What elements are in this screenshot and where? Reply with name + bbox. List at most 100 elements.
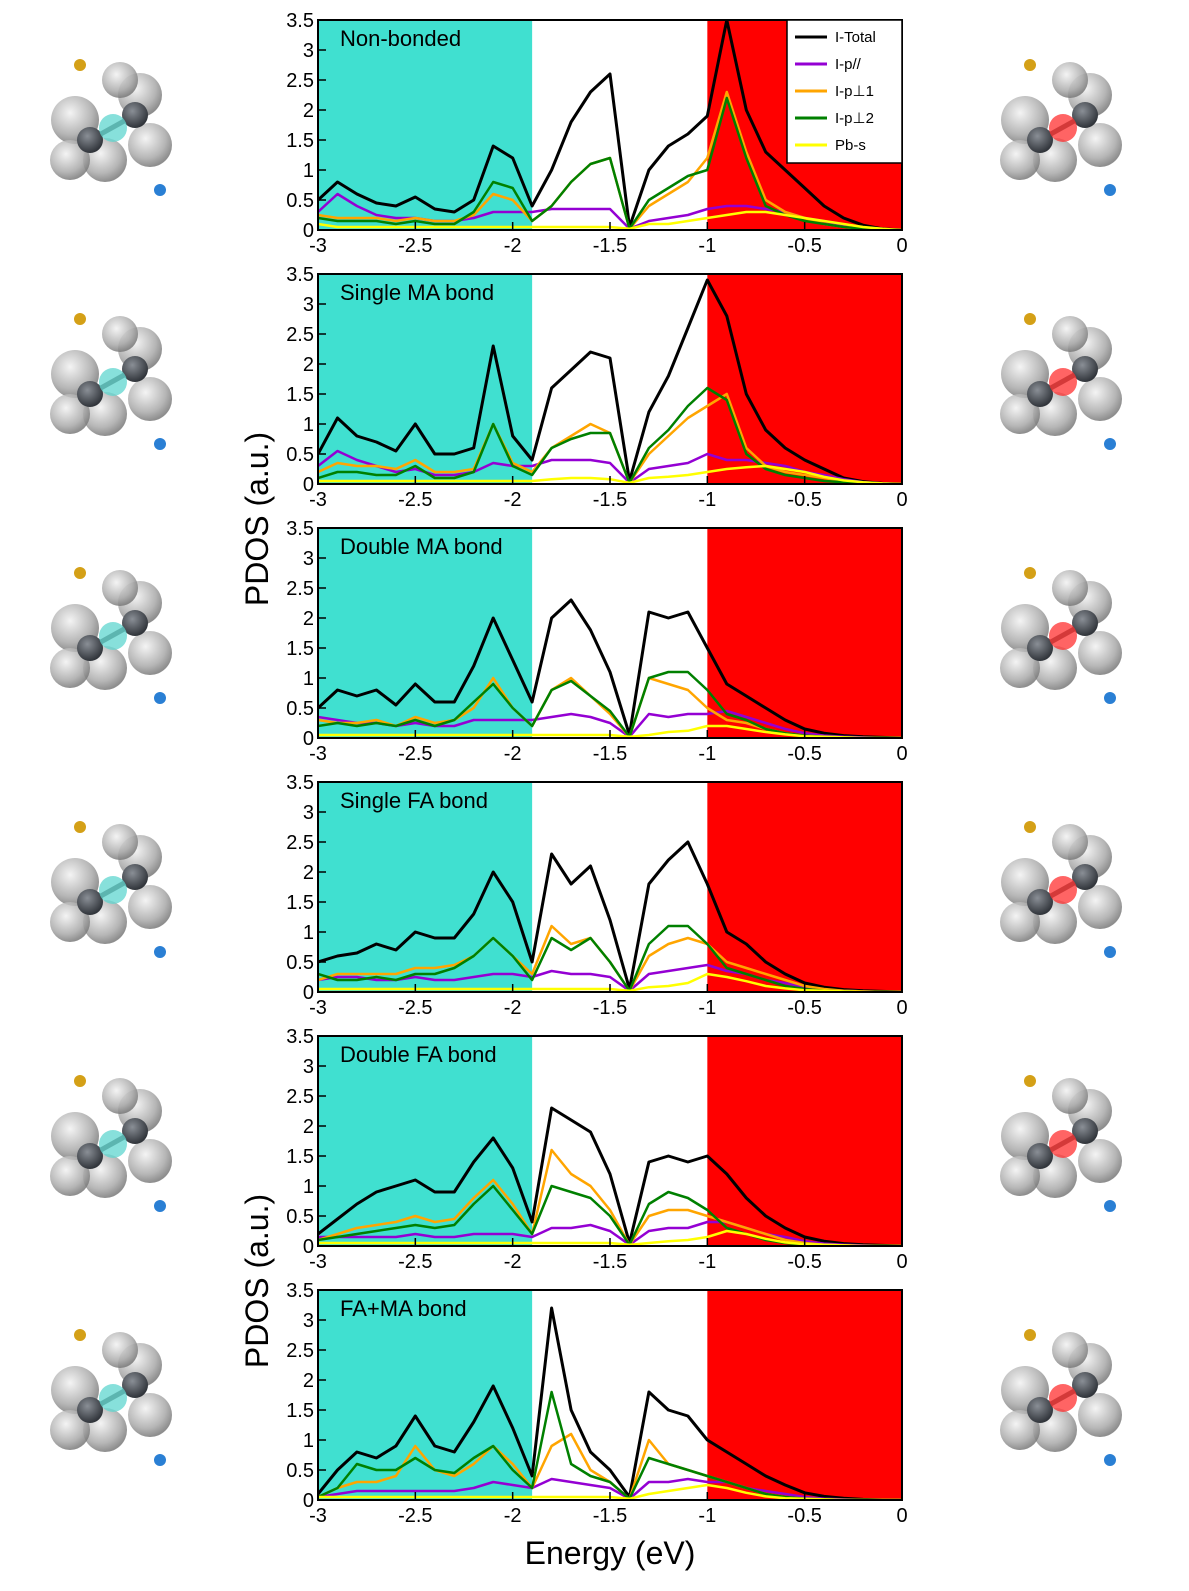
y-tick-label: 3.5 — [286, 518, 314, 540]
legend-label: I-p⊥2 — [835, 110, 874, 127]
panel-title: FA+MA bond — [340, 1296, 467, 1321]
y-tick-label: 3 — [303, 1056, 314, 1078]
atom-isosurface — [1052, 1078, 1088, 1114]
y-tick-label: 1.5 — [286, 1146, 314, 1168]
x-tick-label: -2.5 — [398, 235, 432, 257]
atom-isosurface — [1078, 123, 1122, 167]
atom-isosurface — [1052, 824, 1088, 860]
x-tick-label: -1 — [698, 743, 716, 765]
h-atom — [1024, 313, 1036, 325]
page: 00.511.522.533.5-3-2.5-2-1.5-1-0.50Non-b… — [0, 0, 1189, 1591]
energy-region — [707, 274, 902, 484]
atom-isosurface — [1052, 316, 1088, 352]
y-tick-label: 0.5 — [286, 698, 314, 720]
atom-core — [1027, 381, 1053, 407]
atom-isosurface — [1078, 377, 1122, 421]
y-tick-label: 1.5 — [286, 130, 314, 152]
molecule-illustration — [50, 1075, 172, 1212]
atom-isosurface — [102, 1078, 138, 1114]
y-axis-label: PDOS (a.u.) — [239, 432, 275, 606]
legend-label: I-p// — [835, 56, 862, 73]
h-atom — [1104, 184, 1116, 196]
y-tick-label: 1 — [303, 160, 314, 182]
h-atom — [74, 1329, 86, 1341]
atom-isosurface — [1078, 885, 1122, 929]
y-tick-label: 1 — [303, 414, 314, 436]
x-tick-label: -1.5 — [593, 997, 627, 1019]
atom-core — [1027, 1143, 1053, 1169]
atom-isosurface — [128, 885, 172, 929]
molecule-illustration — [1000, 1075, 1122, 1212]
x-tick-label: -1 — [698, 235, 716, 257]
x-tick-label: -1 — [698, 1505, 716, 1527]
x-tick-label: -3 — [309, 1251, 327, 1273]
x-tick-label: -3 — [309, 743, 327, 765]
molecule-illustration — [50, 59, 172, 196]
atom-core — [77, 127, 103, 153]
panel-title: Double FA bond — [340, 1042, 497, 1067]
x-tick-label: -2.5 — [398, 1505, 432, 1527]
panel-title: Non-bonded — [340, 26, 461, 51]
y-tick-label: 1 — [303, 922, 314, 944]
iodine-atom — [99, 114, 127, 142]
y-tick-label: 1.5 — [286, 638, 314, 660]
energy-region — [318, 20, 532, 230]
y-tick-label: 3.5 — [286, 1280, 314, 1302]
x-tick-label: -0.5 — [787, 1251, 821, 1273]
y-tick-label: 2.5 — [286, 1340, 314, 1362]
x-tick-label: -2.5 — [398, 1251, 432, 1273]
iodine-atom — [1049, 1130, 1077, 1158]
panel-title: Single MA bond — [340, 280, 494, 305]
x-tick-label: -0.5 — [787, 489, 821, 511]
h-atom — [74, 313, 86, 325]
molecule-illustration — [50, 1329, 172, 1466]
y-tick-label: 1.5 — [286, 384, 314, 406]
atom-core — [1027, 635, 1053, 661]
atom-isosurface — [102, 824, 138, 860]
iodine-atom — [1049, 876, 1077, 904]
atom-isosurface — [102, 62, 138, 98]
y-tick-label: 3.5 — [286, 1026, 314, 1048]
iodine-atom — [99, 876, 127, 904]
x-tick-label: -1.5 — [593, 235, 627, 257]
y-tick-label: 1 — [303, 668, 314, 690]
atom-core — [77, 1397, 103, 1423]
y-tick-label: 2 — [303, 1370, 314, 1392]
atom-isosurface — [1052, 62, 1088, 98]
y-tick-label: 2 — [303, 608, 314, 630]
molecule-illustration — [1000, 1329, 1122, 1466]
x-tick-label: -1 — [698, 489, 716, 511]
x-tick-label: -2 — [504, 235, 522, 257]
energy-region — [318, 782, 532, 992]
x-tick-label: -1.5 — [593, 489, 627, 511]
atom-core — [1027, 889, 1053, 915]
x-tick-label: -2.5 — [398, 743, 432, 765]
h-atom — [154, 692, 166, 704]
x-tick-label: -0.5 — [787, 743, 821, 765]
x-tick-label: -2 — [504, 743, 522, 765]
y-tick-label: 2.5 — [286, 832, 314, 854]
y-tick-label: 3 — [303, 1310, 314, 1332]
x-tick-label: -2 — [504, 489, 522, 511]
h-atom — [1104, 438, 1116, 450]
iodine-atom — [1049, 622, 1077, 650]
y-tick-label: 2 — [303, 862, 314, 884]
x-tick-label: -0.5 — [787, 997, 821, 1019]
h-atom — [1104, 946, 1116, 958]
iodine-atom — [1049, 114, 1077, 142]
x-tick-label: -3 — [309, 235, 327, 257]
x-tick-label: -1.5 — [593, 1505, 627, 1527]
y-tick-label: 2.5 — [286, 324, 314, 346]
y-tick-label: 0.5 — [286, 1206, 314, 1228]
y-tick-label: 3 — [303, 294, 314, 316]
y-axis-label: PDOS (a.u.) — [239, 1194, 275, 1368]
x-tick-label: -0.5 — [787, 235, 821, 257]
y-tick-label: 3 — [303, 40, 314, 62]
x-tick-label: -1 — [698, 997, 716, 1019]
energy-region — [707, 782, 902, 992]
energy-region — [318, 1036, 532, 1246]
y-tick-label: 1.5 — [286, 892, 314, 914]
panel-title: Single FA bond — [340, 788, 488, 813]
atom-isosurface — [102, 1332, 138, 1368]
x-tick-label: -1 — [698, 1251, 716, 1273]
